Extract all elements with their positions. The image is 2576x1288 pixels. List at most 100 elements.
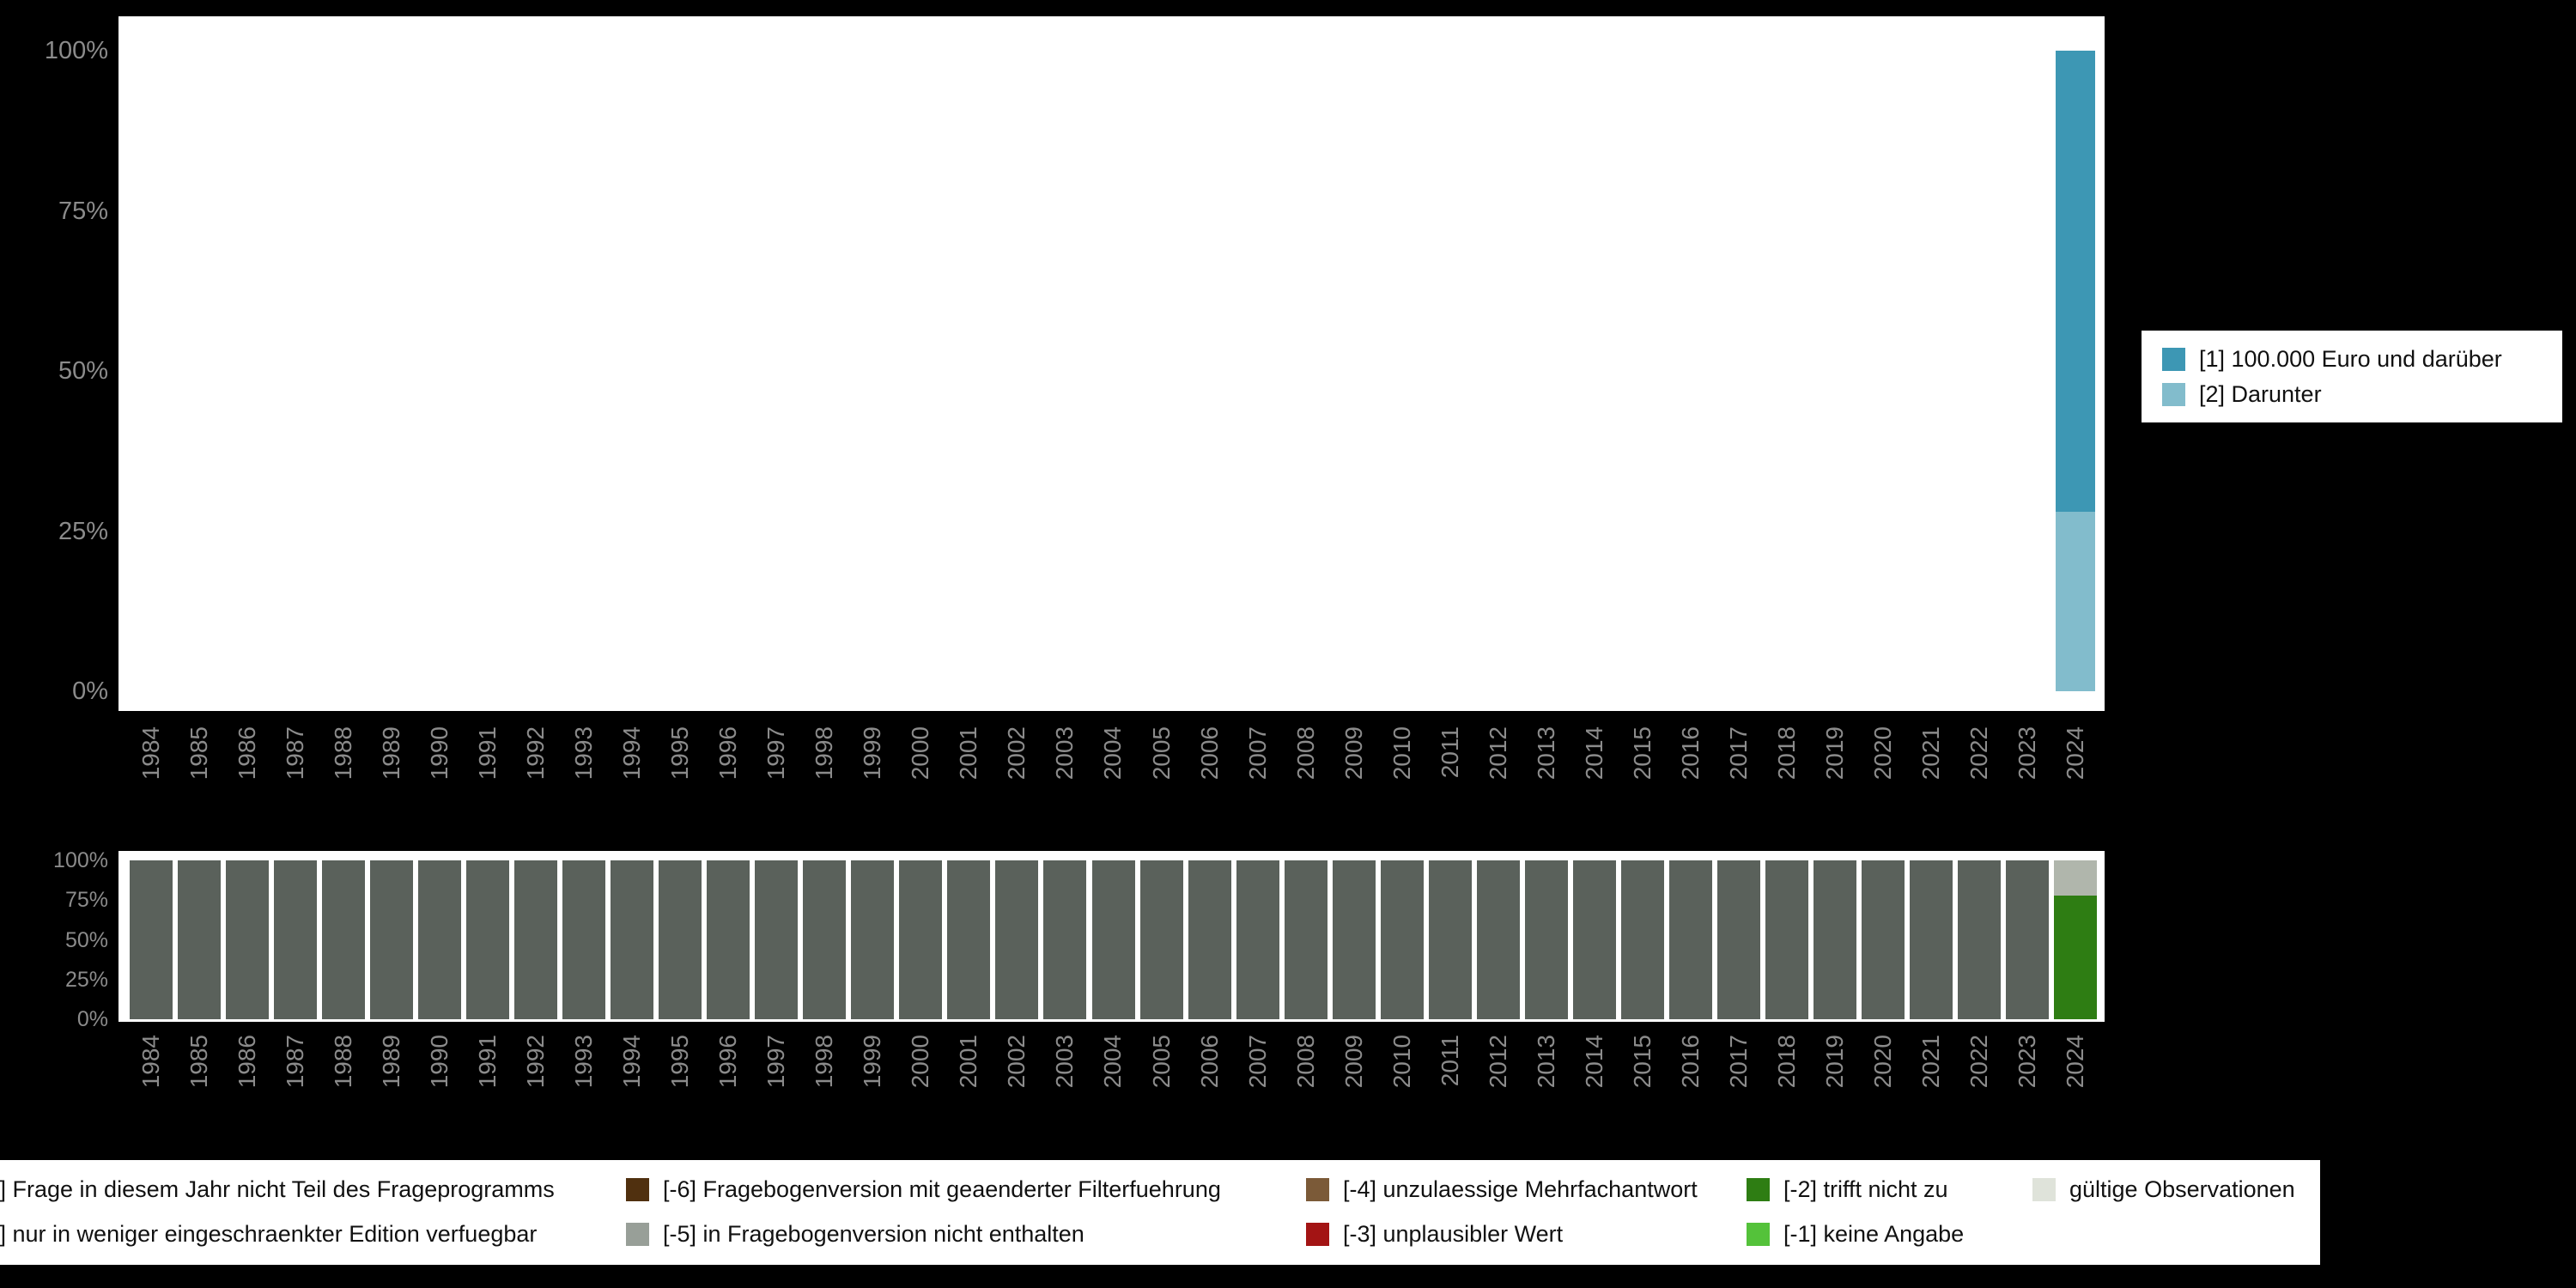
bar-segment[interactable]	[1476, 860, 1520, 1019]
x-tick-text: 2020	[1868, 1035, 1896, 1089]
bar-1986[interactable]	[226, 860, 270, 1019]
bar-segment[interactable]	[995, 860, 1039, 1019]
bar-segment[interactable]	[803, 860, 847, 1019]
bar-2010[interactable]	[1380, 860, 1424, 1019]
bar-segment[interactable]	[370, 860, 414, 1019]
bar-segment[interactable]	[1332, 860, 1376, 1019]
bar-segment[interactable]	[1284, 860, 1327, 1019]
bar-1988[interactable]	[322, 860, 366, 1019]
x-tick-text: 2022	[1965, 726, 1992, 781]
bar-segment[interactable]	[2055, 512, 2095, 691]
bar-1991[interactable]	[466, 860, 510, 1019]
bar-2004[interactable]	[1091, 860, 1135, 1019]
bar-2024[interactable]	[2053, 860, 2097, 1019]
bar-2002[interactable]	[995, 860, 1039, 1019]
x-tick-label: 1984	[127, 726, 175, 823]
bar-1993[interactable]	[562, 860, 606, 1019]
bar-2020[interactable]	[1861, 860, 1905, 1019]
bar-segment[interactable]	[707, 860, 750, 1019]
bar-segment[interactable]	[1139, 860, 1183, 1019]
bar-segment[interactable]	[1572, 860, 1616, 1019]
bar-segment[interactable]	[1861, 860, 1905, 1019]
bar-segment[interactable]	[947, 860, 991, 1019]
bar-segment[interactable]	[899, 860, 943, 1019]
bar-2009[interactable]	[1332, 860, 1376, 1019]
bar-segment[interactable]	[1716, 860, 1760, 1019]
bar-1990[interactable]	[418, 860, 462, 1019]
x-tick-label: 2015	[1619, 1035, 1667, 1131]
bar-1992[interactable]	[514, 860, 558, 1019]
bar-2007[interactable]	[1236, 860, 1279, 1019]
bar-2003[interactable]	[1043, 860, 1087, 1019]
legend-item-label: gültige Observationen	[2069, 1176, 2295, 1202]
bar-2012[interactable]	[1476, 860, 1520, 1019]
bar-1998[interactable]	[803, 860, 847, 1019]
bar-2018[interactable]	[1765, 860, 1808, 1019]
bar-2016[interactable]	[1668, 860, 1712, 1019]
bar-1999[interactable]	[851, 860, 895, 1019]
legend-item-label: [2] Darunter	[2199, 380, 2322, 407]
x-tick-label: 2018	[1763, 1035, 1811, 1131]
bar-segment[interactable]	[2055, 51, 2095, 513]
bar-segment[interactable]	[2005, 860, 2049, 1019]
bar-segment[interactable]	[466, 860, 510, 1019]
bar-segment[interactable]	[1668, 860, 1712, 1019]
bar-2008[interactable]	[1284, 860, 1327, 1019]
bar-segment[interactable]	[1236, 860, 1279, 1019]
bar-2005[interactable]	[1139, 860, 1183, 1019]
bar-2024[interactable]	[2055, 51, 2095, 691]
bar-segment[interactable]	[2053, 895, 2097, 1019]
bar-2014[interactable]	[1572, 860, 1616, 1019]
bar-segment[interactable]	[514, 860, 558, 1019]
bar-2006[interactable]	[1188, 860, 1231, 1019]
bar-segment[interactable]	[755, 860, 799, 1019]
x-tick-text: 2009	[1340, 1035, 1367, 1089]
bar-2022[interactable]	[1957, 860, 2001, 1019]
legend-item: [-5] in Fragebogenversion nicht enthalte…	[626, 1218, 1084, 1249]
bar-1997[interactable]	[755, 860, 799, 1019]
bar-segment[interactable]	[274, 860, 318, 1019]
x-tick-label: 2002	[993, 726, 1041, 823]
bar-segment[interactable]	[1909, 860, 1953, 1019]
bar-segment[interactable]	[226, 860, 270, 1019]
legend-item: [-2] trifft nicht zu	[1747, 1174, 1948, 1205]
bar-segment[interactable]	[2053, 860, 2097, 896]
bar-segment[interactable]	[130, 860, 173, 1019]
bar-segment[interactable]	[1524, 860, 1568, 1019]
bar-2023[interactable]	[2005, 860, 2049, 1019]
bar-2000[interactable]	[899, 860, 943, 1019]
bar-segment[interactable]	[1957, 860, 2001, 1019]
bar-segment[interactable]	[1428, 860, 1472, 1019]
bar-2015[interactable]	[1620, 860, 1664, 1019]
bar-segment[interactable]	[1813, 860, 1856, 1019]
bar-segment[interactable]	[1043, 860, 1087, 1019]
bar-1996[interactable]	[707, 860, 750, 1019]
bar-segment[interactable]	[1188, 860, 1231, 1019]
bar-segment[interactable]	[322, 860, 366, 1019]
bar-segment[interactable]	[178, 860, 222, 1019]
bar-2013[interactable]	[1524, 860, 1568, 1019]
bar-2017[interactable]	[1716, 860, 1760, 1019]
bar-1989[interactable]	[370, 860, 414, 1019]
x-tick-text: 2014	[1580, 1035, 1607, 1089]
bar-segment[interactable]	[418, 860, 462, 1019]
bar-1994[interactable]	[611, 860, 654, 1019]
bar-segment[interactable]	[562, 860, 606, 1019]
bar-1987[interactable]	[274, 860, 318, 1019]
bar-1995[interactable]	[659, 860, 702, 1019]
bar-2019[interactable]	[1813, 860, 1856, 1019]
x-tick-label: 2021	[1907, 1035, 1955, 1131]
bar-segment[interactable]	[659, 860, 702, 1019]
bar-segment[interactable]	[851, 860, 895, 1019]
bar-1985[interactable]	[178, 860, 222, 1019]
bar-segment[interactable]	[1091, 860, 1135, 1019]
bar-1984[interactable]	[130, 860, 173, 1019]
bar-2011[interactable]	[1428, 860, 1472, 1019]
bar-2021[interactable]	[1909, 860, 1953, 1019]
bar-segment[interactable]	[1380, 860, 1424, 1019]
bar-segment[interactable]	[1620, 860, 1664, 1019]
bar-segment[interactable]	[1765, 860, 1808, 1019]
bar-2001[interactable]	[947, 860, 991, 1019]
x-tick-text: 2005	[1147, 726, 1175, 781]
bar-segment[interactable]	[611, 860, 654, 1019]
